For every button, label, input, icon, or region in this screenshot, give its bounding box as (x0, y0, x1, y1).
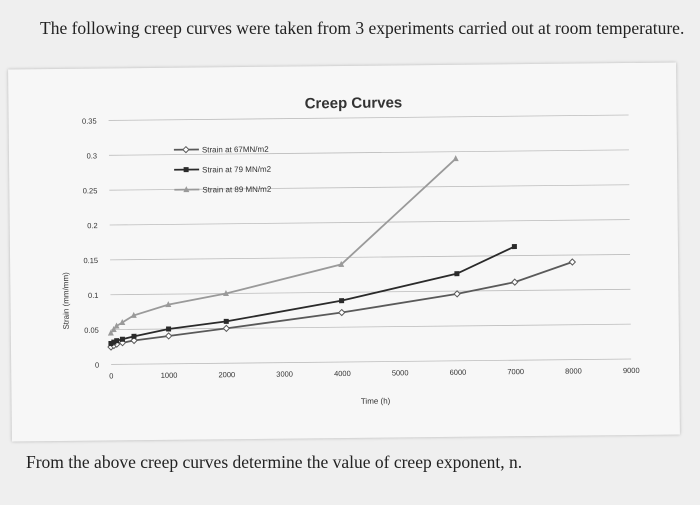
data-point (452, 155, 459, 162)
y-tick-label: 0.15 (83, 256, 98, 265)
y-tick-label: 0.2 (87, 221, 98, 230)
data-point (338, 308, 346, 317)
gridline (108, 114, 629, 121)
x-tick-label: 9000 (623, 366, 640, 375)
data-point (339, 298, 345, 304)
legend: Strain at 67MN/m2 Strain at 79 MN/m2 Strai… (173, 145, 272, 195)
legend-marker (183, 186, 190, 193)
y-tick-label: 0.25 (83, 186, 98, 195)
data-point (114, 338, 120, 344)
data-point (454, 271, 460, 277)
data-point (166, 326, 172, 332)
data-point (165, 301, 172, 308)
gridline (110, 254, 631, 261)
data-point (223, 318, 229, 324)
y-tick-label: 0.05 (84, 326, 99, 335)
data-point (130, 336, 138, 345)
data-point (110, 326, 117, 333)
data-point (119, 336, 125, 342)
legend-label: Strain at 89 MN/m2 (202, 185, 272, 195)
x-tick-label: 4000 (334, 369, 351, 378)
data-point (223, 290, 230, 297)
series-line (110, 157, 457, 334)
y-axis-label: Strain (mm/mm) (61, 272, 71, 330)
y-tick-label: 0.35 (82, 117, 97, 126)
data-point (338, 260, 345, 267)
legend-label: Strain at 79 MN/m2 (202, 165, 272, 175)
data-point (568, 258, 577, 266)
x-tick-label: 0 (109, 371, 113, 380)
x-tick-label: 3000 (276, 370, 293, 379)
x-tick-label: 6000 (450, 368, 467, 377)
gridline (110, 288, 631, 296)
gridline (110, 323, 631, 330)
x-tick-label: 7000 (507, 367, 524, 376)
chart-title: Creep Curves (305, 94, 403, 112)
data-point (453, 290, 461, 298)
data-point (511, 278, 519, 286)
y-tick-label: 0 (95, 361, 99, 370)
gridline (108, 149, 629, 156)
data-point (222, 324, 231, 333)
series-lines (107, 155, 577, 351)
gridline (111, 358, 632, 365)
legend-label: Strain at 67MN/m2 (202, 145, 269, 155)
chart-photo: Creep Curves Strain (mm/mm) Time (h) 0 0.… (8, 62, 680, 442)
y-tick-label: 0.1 (88, 291, 99, 300)
creep-curves-chart: Creep Curves Strain (mm/mm) Time (h) 0 0.… (61, 94, 640, 406)
x-tick-label: 1000 (161, 371, 178, 380)
x-tick-label: 8000 (565, 367, 582, 376)
data-point (113, 322, 120, 329)
data-point (107, 329, 114, 336)
data-point (164, 332, 173, 340)
gridline (109, 219, 630, 226)
x-tick-label: 2000 (218, 370, 235, 379)
axis-ticks: 0 0.05 0.1 0.15 0.2 0.25 0.3 0.35 0 1000 2000 3000 4… (82, 117, 640, 381)
y-tick-label: 0.3 (86, 151, 97, 160)
data-point (511, 244, 517, 250)
data-point (130, 311, 137, 318)
data-point (131, 333, 137, 339)
followup-text: From the above creep curves determine th… (26, 452, 523, 472)
question-text: The following creep curves were taken fr… (40, 18, 685, 38)
legend-marker (183, 167, 189, 173)
x-tick-label: 5000 (392, 368, 409, 377)
data-point (119, 318, 126, 326)
x-axis-label: Time (h) (361, 397, 391, 406)
legend-marker (182, 145, 190, 154)
series-line (110, 261, 573, 348)
